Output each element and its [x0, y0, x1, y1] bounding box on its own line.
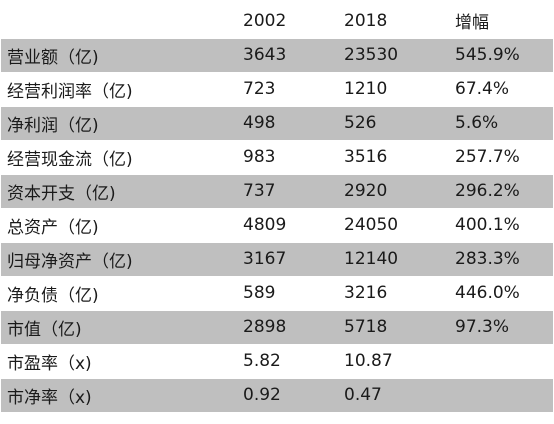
row-label-cell: 归母净资产（亿) [1, 242, 233, 277]
value-2018-cell: 0.47 [334, 378, 445, 413]
value-2018-cell: 23530 [334, 38, 445, 73]
value-2002-cell: 498 [233, 106, 334, 141]
financial-comparison-table-container: 2002 2018 增幅 营业额（亿) 3643 23530 545.9% 经营利润率（… [1, 0, 553, 413]
value-2018-cell: 1210 [334, 72, 445, 107]
value-2018-cell: 3516 [334, 140, 445, 175]
table-row: 经营现金流（亿) 983 3516 257.7% [1, 140, 553, 175]
value-2018-cell: 5718 [334, 310, 445, 345]
row-label-cell: 经营利润率（亿) [1, 72, 233, 107]
value-2018-cell: 12140 [334, 242, 445, 277]
table-body: 营业额（亿) 3643 23530 545.9% 经营利润率（亿) 723 1210 67.4… [1, 38, 553, 413]
growth-cell: 400.1% [445, 208, 553, 243]
value-2002-cell: 589 [233, 276, 334, 311]
table-row: 市净率（x) 0.92 0.47 [1, 378, 553, 413]
table-row: 经营利润率（亿) 723 1210 67.4% [1, 72, 553, 107]
growth-cell: 97.3% [445, 310, 553, 345]
growth-cell: 5.6% [445, 106, 553, 141]
value-2002-cell: 2898 [233, 310, 334, 345]
value-2002-cell: 0.92 [233, 378, 334, 413]
table-row: 总资产（亿) 4809 24050 400.1% [1, 208, 553, 243]
header-cell-2002: 2002 [233, 0, 334, 39]
value-2002-cell: 3643 [233, 38, 334, 73]
value-2002-cell: 737 [233, 174, 334, 209]
growth-cell [445, 378, 553, 413]
row-label-cell: 经营现金流（亿) [1, 140, 233, 175]
value-2018-cell: 24050 [334, 208, 445, 243]
table-row: 净负债（亿) 589 3216 446.0% [1, 276, 553, 311]
growth-cell: 67.4% [445, 72, 553, 107]
table-row: 营业额（亿) 3643 23530 545.9% [1, 38, 553, 73]
row-label-cell: 市值（亿) [1, 310, 233, 345]
value-2018-cell: 2920 [334, 174, 445, 209]
value-2018-cell: 3216 [334, 276, 445, 311]
growth-cell: 446.0% [445, 276, 553, 311]
row-label-cell: 净负债（亿) [1, 276, 233, 311]
row-label-cell: 市净率（x) [1, 378, 233, 413]
value-2002-cell: 723 [233, 72, 334, 107]
growth-cell: 283.3% [445, 242, 553, 277]
value-2018-cell: 526 [334, 106, 445, 141]
row-label-cell: 营业额（亿) [1, 38, 233, 73]
financial-comparison-table: 2002 2018 增幅 营业额（亿) 3643 23530 545.9% 经营利润率（… [1, 0, 553, 413]
header-cell-label [1, 0, 233, 39]
table-row: 市盈率（x) 5.82 10.87 [1, 344, 553, 379]
row-label-cell: 市盈率（x) [1, 344, 233, 379]
value-2002-cell: 4809 [233, 208, 334, 243]
growth-cell [445, 344, 553, 379]
table-row: 净利润（亿) 498 526 5.6% [1, 106, 553, 141]
table-row: 资本开支（亿) 737 2920 296.2% [1, 174, 553, 209]
header-cell-2018: 2018 [334, 0, 445, 39]
value-2002-cell: 5.82 [233, 344, 334, 379]
table-row: 归母净资产（亿) 3167 12140 283.3% [1, 242, 553, 277]
growth-cell: 545.9% [445, 38, 553, 73]
row-label-cell: 净利润（亿) [1, 106, 233, 141]
table-header-row: 2002 2018 增幅 [1, 0, 553, 39]
value-2018-cell: 10.87 [334, 344, 445, 379]
value-2002-cell: 3167 [233, 242, 334, 277]
table-row: 市值（亿) 2898 5718 97.3% [1, 310, 553, 345]
row-label-cell: 总资产（亿) [1, 208, 233, 243]
row-label-cell: 资本开支（亿) [1, 174, 233, 209]
growth-cell: 257.7% [445, 140, 553, 175]
growth-cell: 296.2% [445, 174, 553, 209]
value-2002-cell: 983 [233, 140, 334, 175]
header-cell-growth: 增幅 [445, 0, 553, 39]
